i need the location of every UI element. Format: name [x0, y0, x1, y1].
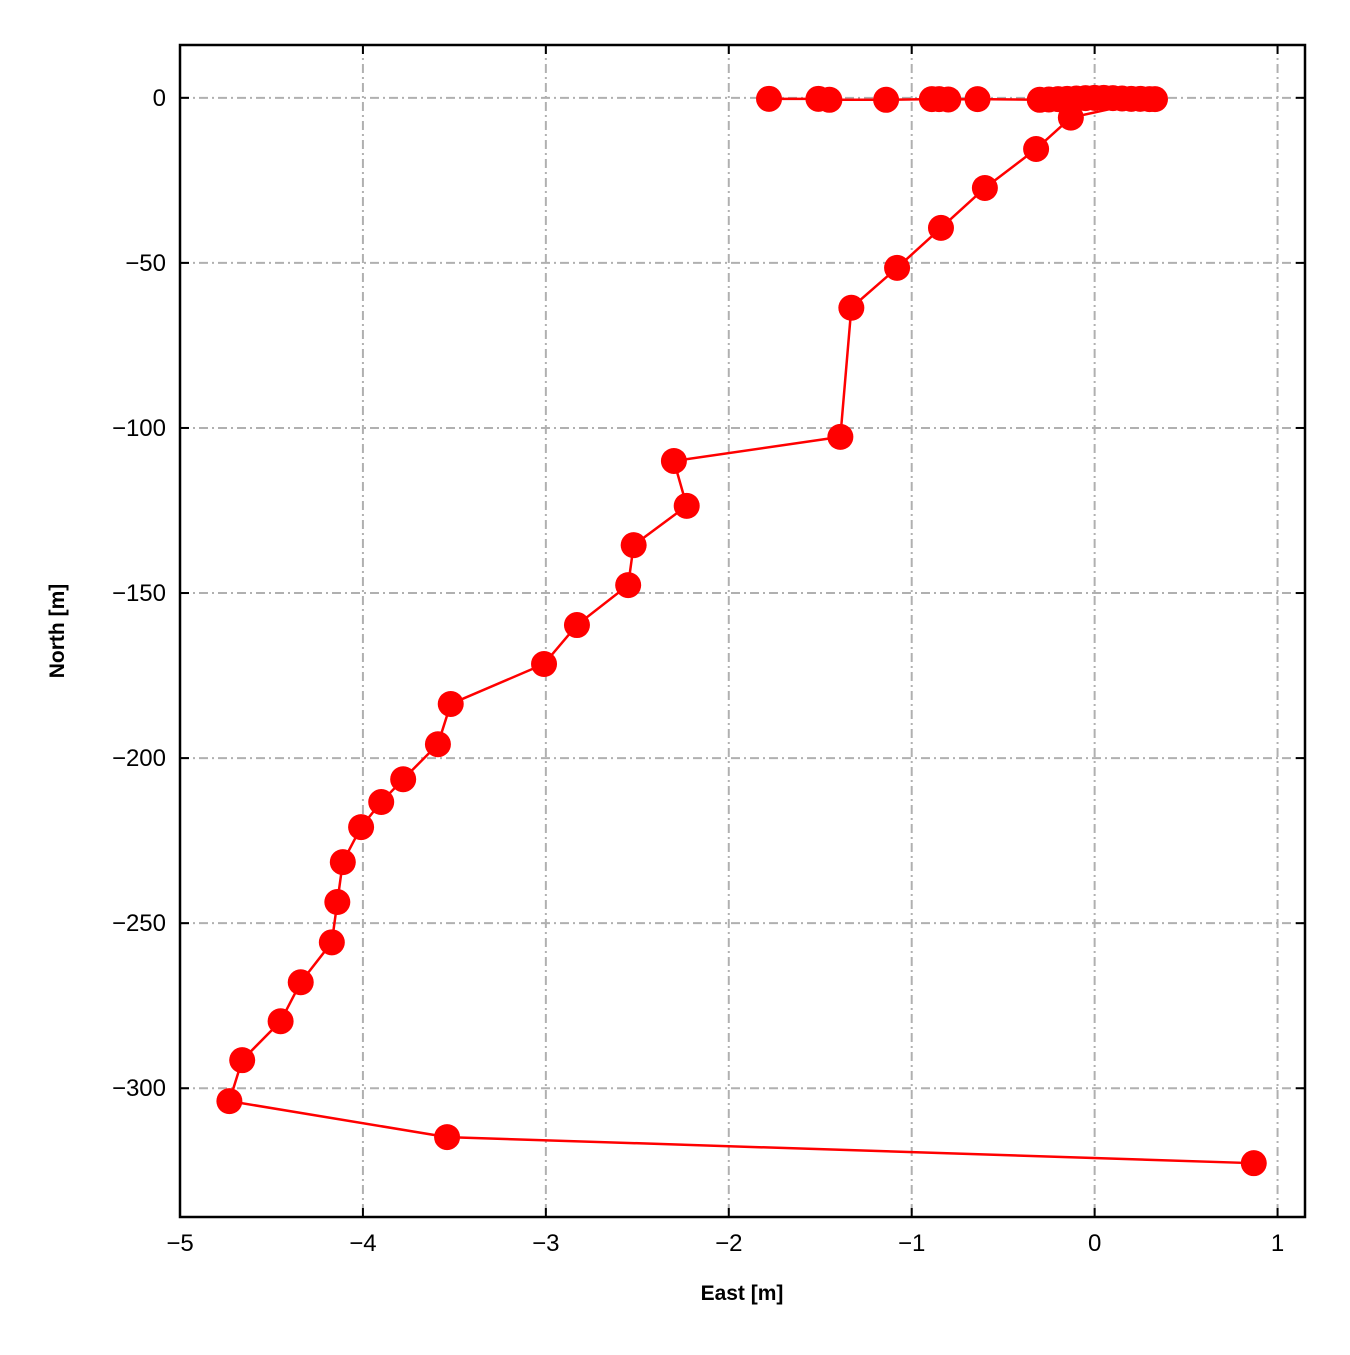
x-tick-label: 1 [1271, 1230, 1284, 1257]
data-point [620, 532, 647, 559]
x-tick-label: −2 [715, 1230, 742, 1257]
data-point [838, 294, 865, 321]
x-tick-label: −1 [898, 1230, 925, 1257]
data-point [287, 969, 314, 996]
data-point [927, 214, 954, 241]
y-tick-label: 0 [153, 85, 166, 112]
x-axis-label: East [m] [701, 1282, 784, 1305]
x-tick-label: 0 [1088, 1230, 1101, 1257]
data-point [368, 789, 395, 816]
y-tick-label: −150 [112, 580, 166, 607]
data-point [229, 1047, 256, 1074]
y-tick-label: −50 [125, 250, 166, 277]
plot-frame [178, 43, 1307, 1219]
ticks: −5 −4 −3 −2 −1 0 1 0 −50 −100 −150 −200 −250 −300 [112, 45, 1305, 1257]
y-axis-label: North [m] [46, 584, 69, 678]
y-tick-label: −250 [112, 910, 166, 937]
data-point [971, 174, 998, 201]
y-tick-label: −300 [112, 1075, 166, 1102]
data-point [267, 1008, 294, 1035]
data-point [673, 492, 700, 519]
data-point [324, 889, 351, 916]
data-point [563, 612, 590, 639]
data-point [615, 572, 642, 599]
data-point [873, 86, 900, 113]
x-tick-label: −3 [532, 1230, 559, 1257]
data-point [660, 447, 687, 474]
data-point [424, 731, 451, 758]
data-point [437, 690, 464, 717]
data-point [935, 86, 962, 113]
data-point [964, 86, 991, 113]
data-point [816, 86, 843, 113]
data-point [1023, 135, 1050, 162]
grid [179, 45, 1305, 1217]
data-point [756, 85, 783, 112]
data-point [348, 814, 375, 841]
y-tick-label: −200 [112, 745, 166, 772]
x-tick-label: −4 [349, 1230, 376, 1257]
data-point [884, 254, 911, 281]
data-point [1142, 86, 1168, 113]
data-point [329, 849, 356, 876]
data-point [827, 423, 854, 450]
data-point [216, 1088, 243, 1115]
data-point [390, 766, 417, 793]
data-point [318, 929, 345, 956]
data-point [434, 1124, 461, 1151]
series-line [227, 96, 1254, 1165]
data-point [1057, 104, 1084, 131]
data-point [1240, 1150, 1267, 1177]
y-tick-label: −100 [112, 415, 166, 442]
data-point [531, 651, 558, 678]
series-trajectory [216, 84, 1267, 1177]
x-tick-label: −5 [166, 1230, 193, 1257]
